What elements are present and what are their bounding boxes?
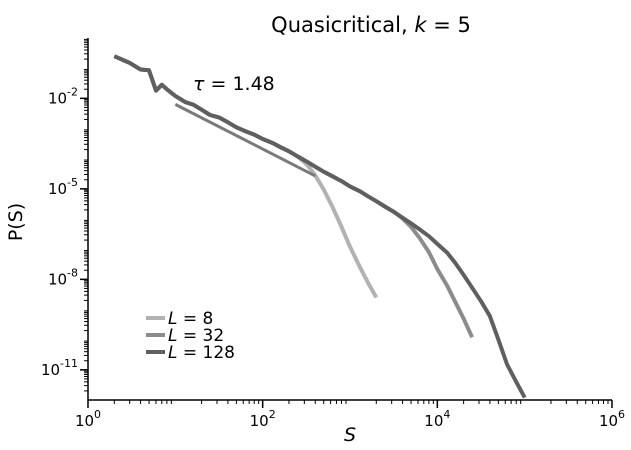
y-tick-label: 10-8 xyxy=(48,266,78,288)
reference-slope-var: τ xyxy=(193,73,205,95)
chart-title: Quasicritical, k = 5 xyxy=(271,13,471,37)
x-tick-label: 102 xyxy=(250,408,276,430)
chart-title-prefix: Quasicritical, xyxy=(271,13,414,37)
y-tick-label: 10-2 xyxy=(48,85,78,107)
reference-slope: τ = 1.48 xyxy=(174,73,316,178)
series-line-L128 xyxy=(113,54,527,399)
series-line-L32 xyxy=(113,54,474,339)
x-tick-label: 106 xyxy=(599,408,625,430)
chart-title-var: k xyxy=(414,13,427,37)
y-tick-label: 10-5 xyxy=(48,176,78,198)
reference-slope-value: = 1.48 xyxy=(204,73,274,95)
plot-area xyxy=(113,54,527,399)
y-axis-title: P(S) xyxy=(5,203,27,241)
y-tick-label: 10-11 xyxy=(41,357,78,379)
reference-slope-line xyxy=(174,103,316,178)
x-tick-label: 100 xyxy=(75,408,101,430)
x-tick-label: 104 xyxy=(424,408,450,430)
legend-label-L8: L = 8 xyxy=(168,309,213,329)
axes: 100 102 104 106 10-11 10-8 10-5 10-2 xyxy=(41,38,625,430)
chart-title-suffix: = 5 xyxy=(427,13,471,37)
reference-slope-label: τ = 1.48 xyxy=(193,73,275,95)
legend-label-L32: L = 32 xyxy=(168,326,224,346)
legend: L = 8L = 32L = 128 xyxy=(146,309,235,363)
x-axis-title: S xyxy=(344,424,356,446)
legend-label-L128: L = 128 xyxy=(168,343,235,363)
